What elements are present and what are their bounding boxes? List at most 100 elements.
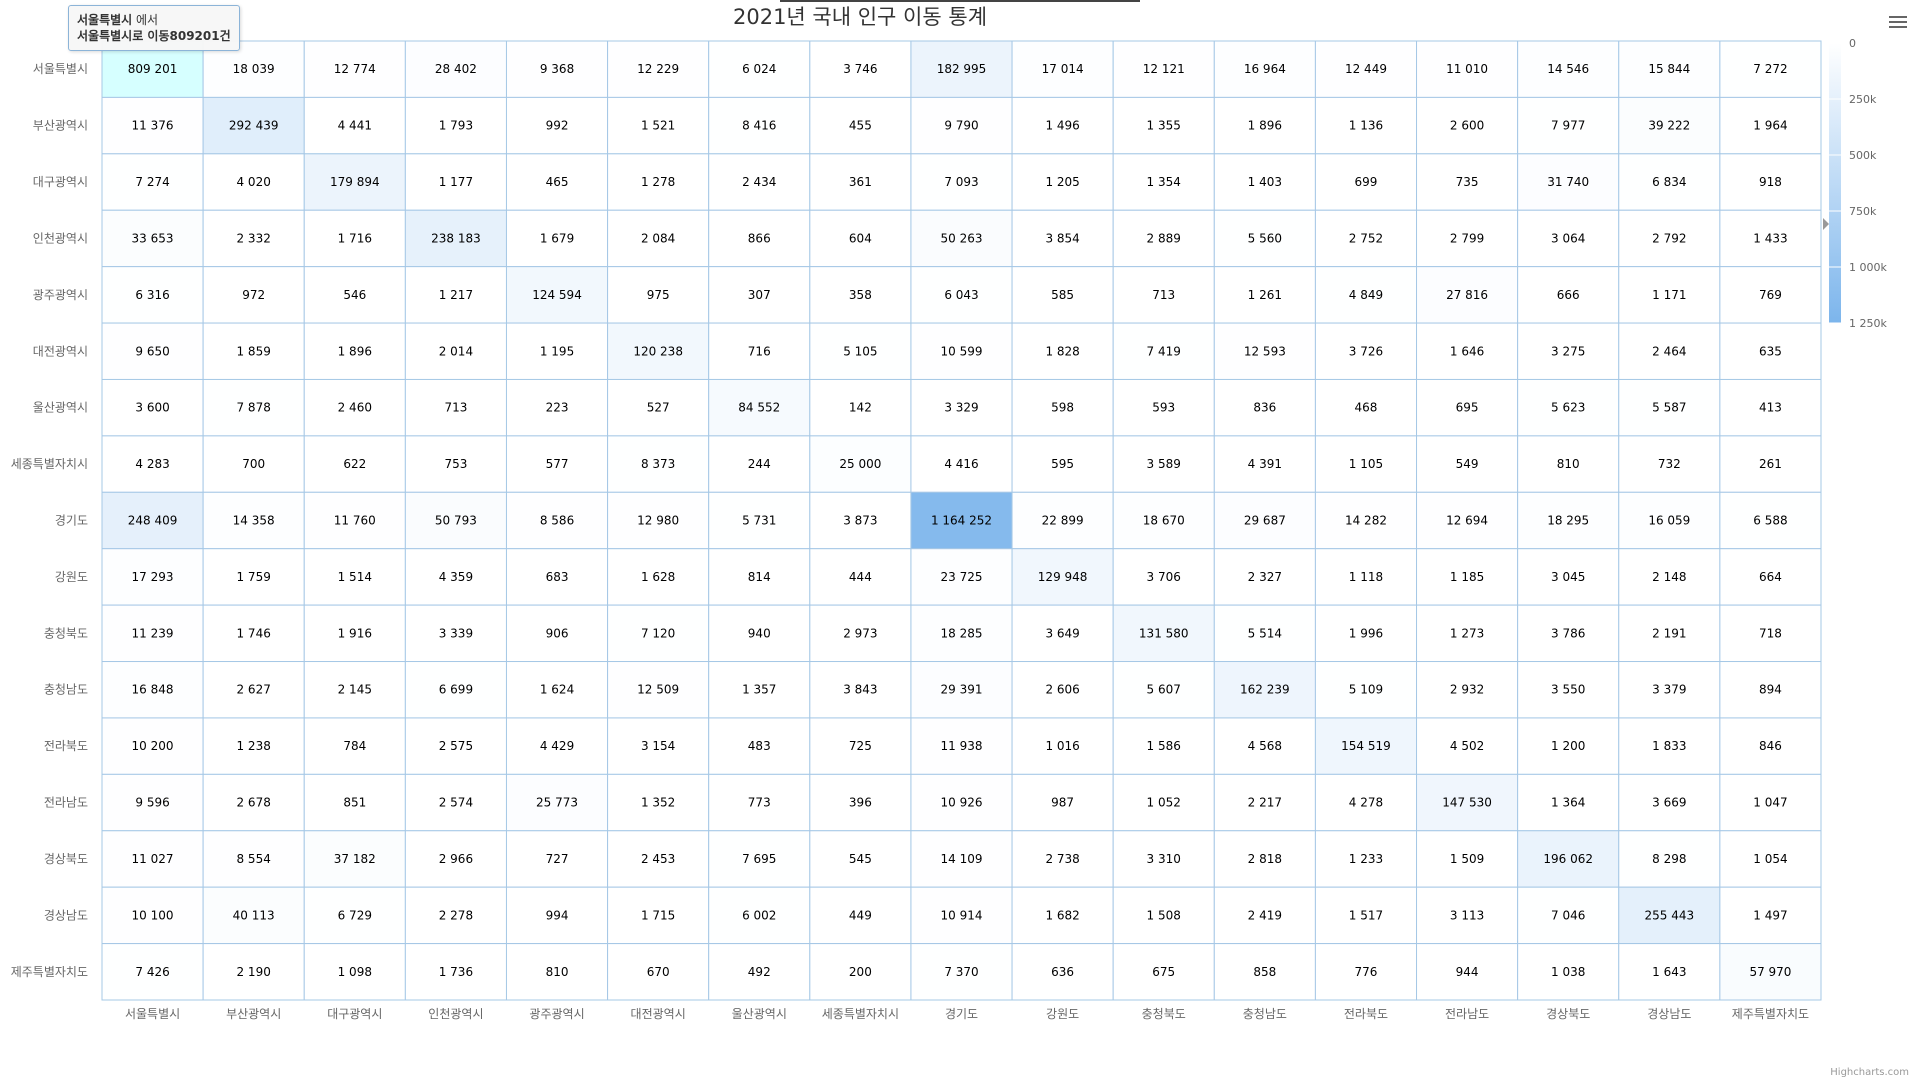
heatmap-cell[interactable] bbox=[1719, 435, 1822, 493]
heatmap-cell[interactable] bbox=[910, 491, 1013, 550]
heatmap-cell[interactable] bbox=[607, 604, 710, 663]
heatmap-cell[interactable] bbox=[1314, 435, 1418, 493]
heatmap-cell[interactable] bbox=[1213, 96, 1316, 155]
heatmap-cell[interactable] bbox=[202, 830, 305, 888]
heatmap-cell[interactable] bbox=[404, 435, 507, 493]
heatmap-cell[interactable] bbox=[708, 322, 811, 380]
heatmap-cell[interactable] bbox=[505, 96, 609, 155]
heatmap-cell[interactable] bbox=[1112, 548, 1215, 606]
heatmap-cell[interactable] bbox=[303, 153, 406, 211]
heatmap-cell[interactable] bbox=[404, 661, 507, 719]
heatmap-cell[interactable] bbox=[809, 773, 912, 832]
heatmap-cell[interactable] bbox=[1011, 435, 1114, 493]
heatmap-cell[interactable] bbox=[1213, 661, 1316, 719]
heatmap-cell[interactable] bbox=[910, 435, 1013, 493]
heatmap-cell[interactable] bbox=[809, 717, 912, 775]
credits[interactable]: Highcharts.com bbox=[1830, 1067, 1909, 1078]
heatmap-cell[interactable] bbox=[1213, 943, 1316, 1001]
heatmap-cell[interactable] bbox=[505, 548, 609, 606]
heatmap-cell[interactable] bbox=[1112, 153, 1215, 211]
heatmap-cell[interactable] bbox=[1517, 266, 1620, 324]
heatmap-cell[interactable] bbox=[303, 886, 406, 945]
heatmap-cell[interactable] bbox=[1112, 435, 1215, 493]
heatmap-cell[interactable] bbox=[1011, 209, 1114, 268]
heatmap-cell[interactable] bbox=[1618, 266, 1721, 324]
heatmap-cell[interactable] bbox=[1011, 886, 1114, 945]
heatmap-cell[interactable] bbox=[404, 773, 507, 832]
heatmap-cell[interactable] bbox=[202, 773, 305, 832]
heatmap-cell[interactable] bbox=[1314, 266, 1418, 324]
heatmap-cell[interactable] bbox=[505, 886, 609, 945]
heatmap-cell[interactable] bbox=[809, 886, 912, 945]
heatmap-cell[interactable] bbox=[1314, 153, 1418, 211]
heatmap-cell[interactable] bbox=[1416, 773, 1519, 832]
heatmap-cell[interactable] bbox=[1719, 40, 1822, 98]
heatmap-cell[interactable] bbox=[1011, 378, 1114, 437]
heatmap-cell[interactable] bbox=[708, 491, 811, 550]
heatmap-cell[interactable] bbox=[202, 378, 305, 437]
heatmap-cell[interactable] bbox=[505, 604, 609, 663]
heatmap-cell[interactable] bbox=[505, 661, 609, 719]
heatmap-cell[interactable] bbox=[910, 661, 1013, 719]
heatmap-cell[interactable] bbox=[303, 435, 406, 493]
heatmap-cell[interactable] bbox=[708, 661, 811, 719]
hamburger-menu-icon[interactable] bbox=[1889, 14, 1907, 30]
heatmap-cell[interactable] bbox=[1517, 661, 1620, 719]
heatmap-cell[interactable] bbox=[607, 153, 710, 211]
heatmap-cell[interactable] bbox=[1314, 491, 1418, 550]
heatmap-cell[interactable] bbox=[1618, 209, 1721, 268]
heatmap-cell[interactable] bbox=[1011, 322, 1114, 380]
heatmap-cell[interactable] bbox=[1618, 40, 1721, 98]
heatmap-cell[interactable] bbox=[202, 604, 305, 663]
heatmap-cell[interactable] bbox=[607, 96, 710, 155]
heatmap-cell[interactable] bbox=[1011, 943, 1114, 1001]
heatmap-cell[interactable] bbox=[202, 322, 305, 380]
heatmap-cell[interactable] bbox=[303, 40, 406, 98]
heatmap-cell[interactable] bbox=[809, 435, 912, 493]
heatmap-cell[interactable] bbox=[1618, 435, 1721, 493]
heatmap-cell[interactable] bbox=[202, 943, 305, 1001]
heatmap-cell[interactable] bbox=[809, 548, 912, 606]
heatmap-cell[interactable] bbox=[505, 266, 609, 324]
heatmap-cell[interactable] bbox=[1719, 378, 1822, 437]
heatmap-cell[interactable] bbox=[202, 548, 305, 606]
heatmap-cell[interactable] bbox=[101, 153, 204, 211]
heatmap-cell[interactable] bbox=[910, 604, 1013, 663]
heatmap-cell[interactable] bbox=[1314, 378, 1418, 437]
heatmap-cell[interactable] bbox=[1618, 153, 1721, 211]
heatmap-cell[interactable] bbox=[1213, 604, 1316, 663]
heatmap-cell[interactable] bbox=[505, 40, 609, 98]
heatmap-cell[interactable] bbox=[1517, 548, 1620, 606]
heatmap-cell[interactable] bbox=[1618, 491, 1721, 550]
heatmap-cell[interactable] bbox=[101, 548, 204, 606]
heatmap-cell[interactable] bbox=[708, 548, 811, 606]
heatmap-cell[interactable] bbox=[910, 266, 1013, 324]
heatmap-cell[interactable] bbox=[607, 322, 710, 380]
heatmap-cell[interactable] bbox=[1112, 378, 1215, 437]
heatmap-cell[interactable] bbox=[101, 96, 204, 155]
heatmap-cell[interactable] bbox=[202, 661, 305, 719]
heatmap-cell[interactable] bbox=[1618, 943, 1721, 1001]
heatmap-cell[interactable] bbox=[910, 322, 1013, 380]
heatmap-cell[interactable] bbox=[910, 717, 1013, 775]
heatmap-cell[interactable] bbox=[607, 717, 710, 775]
heatmap-cell[interactable] bbox=[303, 322, 406, 380]
heatmap-cell[interactable] bbox=[1517, 491, 1620, 550]
heatmap-cell[interactable] bbox=[404, 717, 507, 775]
heatmap-cell[interactable] bbox=[1416, 886, 1519, 945]
heatmap-cell[interactable] bbox=[910, 886, 1013, 945]
heatmap-cell[interactable] bbox=[1416, 378, 1519, 437]
heatmap-cell[interactable] bbox=[1719, 266, 1822, 324]
heatmap-cell[interactable] bbox=[809, 96, 912, 155]
heatmap-cell[interactable] bbox=[404, 209, 507, 268]
heatmap-cell[interactable] bbox=[809, 209, 912, 268]
heatmap-cell[interactable] bbox=[607, 266, 710, 324]
heatmap-cell[interactable] bbox=[809, 40, 912, 98]
heatmap-cell[interactable] bbox=[303, 209, 406, 268]
heatmap-cell[interactable] bbox=[1416, 548, 1519, 606]
heatmap-cell[interactable] bbox=[910, 943, 1013, 1001]
heatmap-cell[interactable] bbox=[1011, 40, 1114, 98]
heatmap-cell[interactable] bbox=[809, 153, 912, 211]
heatmap-cell[interactable] bbox=[607, 661, 710, 719]
heatmap-cell[interactable] bbox=[1618, 773, 1721, 832]
